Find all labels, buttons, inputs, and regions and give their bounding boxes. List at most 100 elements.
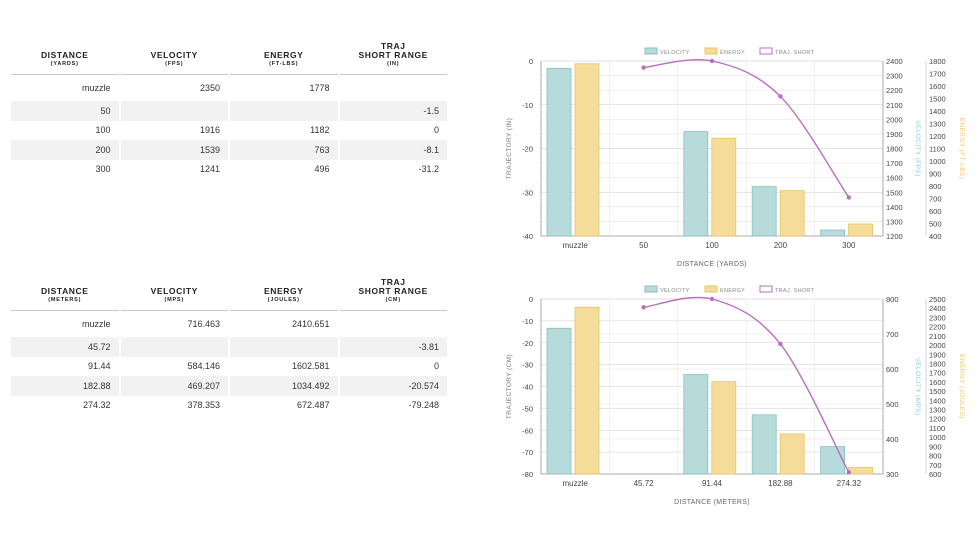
y3-tick-label: 1700	[929, 70, 946, 79]
y3-tick-label: 1300	[929, 406, 946, 415]
y3-tick-label: 1800	[929, 359, 946, 368]
legend-swatch	[759, 285, 773, 293]
y2-tick-label: 1500	[886, 188, 903, 197]
x-axis-label: DISTANCE (YARDS)	[677, 261, 747, 268]
y3-tick-label: 1200	[929, 415, 946, 424]
legend-swatch	[759, 47, 773, 55]
y3-tick-label: 1700	[929, 369, 946, 378]
y1-tick-label: -70	[522, 448, 533, 457]
y2-axis-label: VELOCITY (FPS)	[914, 120, 921, 176]
trajectory-point	[641, 65, 646, 70]
y2-tick-label: 1700	[886, 159, 903, 168]
y3-tick-label: 700	[929, 195, 942, 204]
x-tick-label: muzzle	[563, 241, 589, 250]
x-tick-label: 274.32	[837, 479, 862, 488]
legend-label: ENERGY	[720, 50, 745, 56]
col-header-distance: DISTANCE (METERS)	[11, 278, 119, 311]
y1-tick-label: -40	[522, 232, 533, 241]
y3-tick-label: 1000	[929, 157, 946, 166]
y3-tick-label: 1400	[929, 396, 946, 405]
y3-tick-label: 400	[929, 232, 942, 241]
y2-tick-label: 1400	[886, 203, 903, 212]
bar-velocity	[751, 414, 777, 475]
bar-velocity	[546, 327, 572, 475]
y2-axis-label: VELOCITY (MPS)	[914, 358, 921, 416]
table-row: 182.88 469.207 1034.492 -20.574	[11, 376, 447, 396]
col-header-velocity: VELOCITY (FPS)	[120, 42, 228, 75]
bar-velocity	[546, 67, 572, 237]
y2-tick-label: 1300	[886, 217, 903, 226]
y2-tick-label: 300	[886, 470, 899, 479]
table-row: 45.72 -3.81	[11, 337, 447, 357]
y2-tick-label: 2000	[886, 115, 903, 124]
y3-tick-label: 2200	[929, 323, 946, 332]
table-row: 300 1241 496 -31.2	[95, 164, 439, 175]
y2-tick-label: 700	[886, 330, 899, 339]
bar-energy	[711, 381, 737, 475]
y2-tick-label: 600	[886, 365, 899, 374]
y3-tick-label: 2300	[929, 313, 946, 322]
y3-tick-label: 900	[929, 170, 942, 179]
y2-tick-label: 2400	[886, 57, 903, 66]
y3-tick-label: 1300	[929, 120, 946, 129]
y2-tick-label: 400	[886, 435, 899, 444]
y1-tick-label: 0	[529, 295, 533, 304]
y3-axis-label: ENERGY (FT-LBS)	[958, 118, 965, 180]
x-tick-label: 200	[774, 241, 788, 250]
y3-tick-label: 2100	[929, 332, 946, 341]
y3-tick-label: 800	[929, 182, 942, 191]
bar-energy	[848, 223, 874, 237]
y1-axis-label: TRAJECTORY (IN)	[506, 118, 513, 180]
table-row: 100 1916 1182 0	[95, 125, 439, 136]
y3-tick-label: 1800	[929, 57, 946, 66]
ballistics-chart-metric: VELOCITY ENERGY TRAJ. SHORT muzzle 45.72 91.4…	[506, 285, 965, 506]
legend-label: ENERGY	[720, 288, 745, 294]
bar-velocity	[683, 374, 709, 475]
ballistics-table-imperial: DISTANCE (YARDS) VELOCITY (FPS) ENERGY (FT-…	[9, 42, 449, 179]
y1-tick-label: -10	[522, 101, 533, 110]
y3-tick-label: 1100	[929, 424, 945, 433]
y3-tick-label: 2400	[929, 304, 946, 313]
trajectory-point	[846, 470, 851, 475]
y3-tick-label: 1600	[929, 378, 946, 387]
y1-tick-label: -10	[522, 317, 533, 326]
y1-tick-label: -30	[522, 188, 533, 197]
y1-tick-label: -50	[522, 404, 533, 413]
col-header-trajectory: TRAJ SHORT RANGE (IN)	[339, 42, 447, 75]
y1-tick-label: -20	[522, 339, 533, 348]
y3-tick-label: 500	[929, 220, 942, 229]
bar-energy	[779, 190, 805, 237]
trajectory-line	[643, 296, 850, 473]
col-header-energy: ENERGY (FT-LBS)	[230, 42, 338, 75]
trajectory-point	[846, 195, 851, 200]
y1-tick-label: -80	[522, 470, 533, 479]
y3-tick-label: 1500	[929, 95, 946, 104]
legend-label: TRAJ. SHORT	[775, 288, 815, 294]
bar-energy	[574, 63, 600, 237]
ballistics-chart-imperial: VELOCITY ENERGY TRAJ. SHORT muzzle 50 100 200 3…	[506, 47, 965, 268]
y3-tick-label: 1200	[929, 132, 946, 141]
y1-tick-label: -60	[522, 426, 533, 435]
legend-swatch	[644, 285, 658, 293]
trajectory-point	[778, 94, 783, 99]
ballistics-table-metric: DISTANCE (METERS) VELOCITY (MPS) ENERGY (JO…	[9, 278, 449, 415]
trajectory-point	[778, 341, 783, 347]
y1-axis-label: TRAJECTORY (CM)	[506, 354, 513, 419]
legend-swatch	[644, 47, 658, 55]
table-row: 200 1539 763 -8.1	[11, 140, 447, 160]
legend-label: VELOCITY	[660, 288, 690, 294]
table-row: 91.44 584.146 1602.581 0	[87, 361, 439, 372]
bar-velocity	[683, 131, 709, 237]
y3-tick-label: 600	[929, 470, 942, 479]
trajectory-point	[709, 296, 715, 302]
y3-tick-label: 2000	[929, 341, 946, 350]
col-header-energy: ENERGY (JOULES)	[230, 278, 338, 311]
y2-tick-label: 500	[886, 400, 899, 409]
trajectory-point	[709, 58, 715, 64]
x-tick-label: 45.72	[634, 479, 655, 488]
table-row: muzzle 2350 1778	[81, 83, 330, 93]
legend-swatch	[704, 285, 718, 293]
y2-tick-label: 1600	[886, 174, 903, 183]
y1-tick-label: 0	[529, 57, 533, 66]
bar-velocity	[820, 229, 846, 237]
